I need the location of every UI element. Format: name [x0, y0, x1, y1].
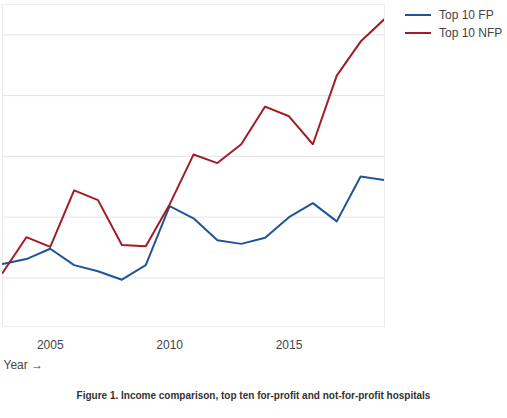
html-text:Top 10 FP: Top 10 FP — [439, 8, 494, 22]
html-text:Top 10 NFP: Top 10 NFP — [439, 26, 503, 40]
svg-text:2010: 2010 — [156, 338, 183, 352]
svg-text:2015: 2015 — [276, 338, 303, 352]
svg-text:2005: 2005 — [37, 338, 64, 352]
svg-text:Year →: Year → — [4, 358, 44, 372]
html-text:Figure 1. Income comparison, t: Figure 1. Income comparison, top ten for… — [76, 390, 431, 401]
